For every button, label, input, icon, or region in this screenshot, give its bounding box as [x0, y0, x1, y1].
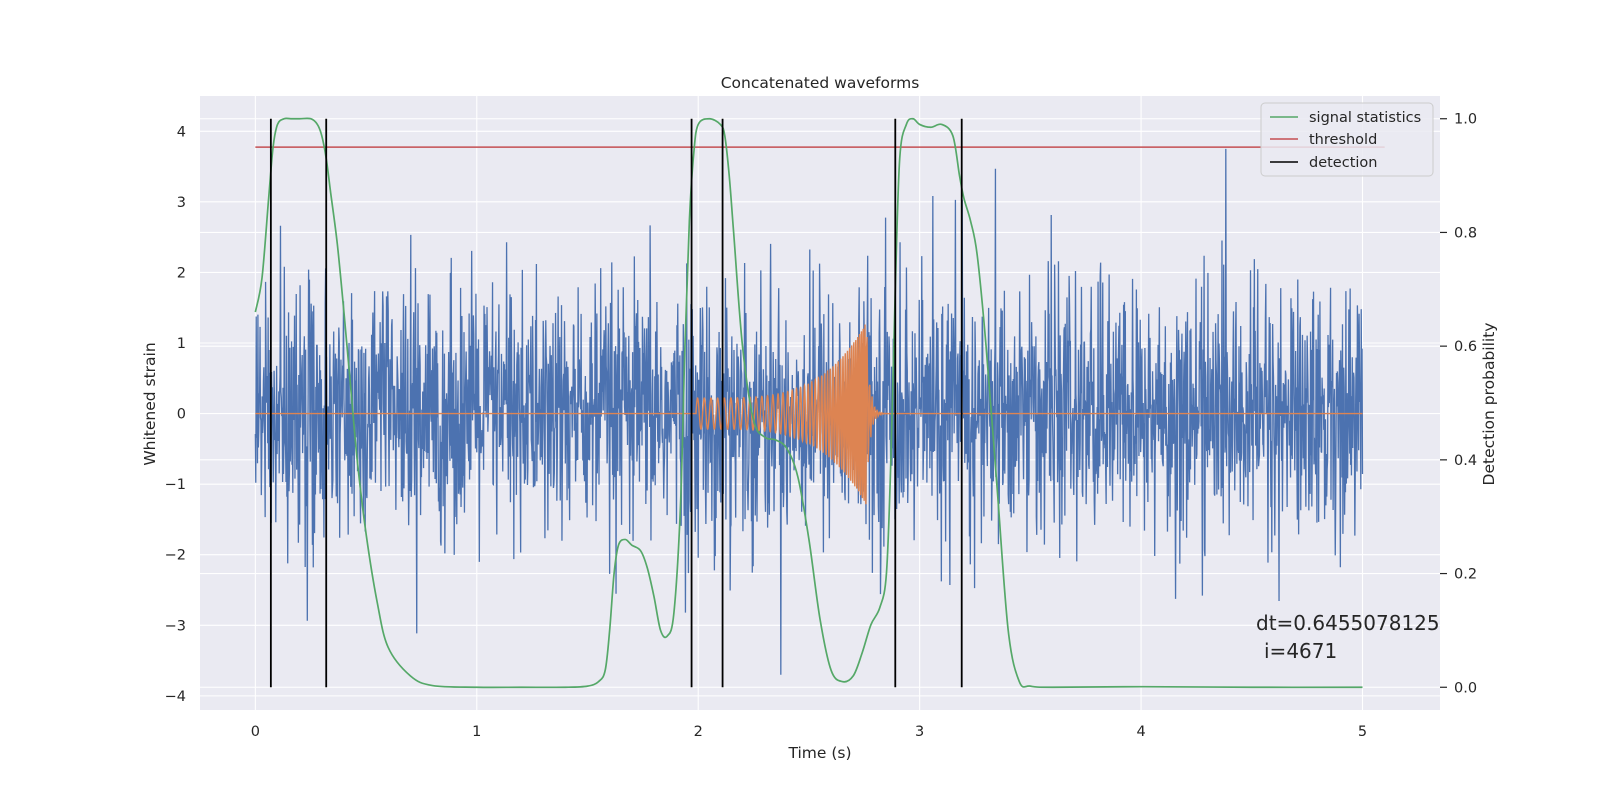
x-tick-label: 4 — [1136, 724, 1145, 740]
detection-series — [269, 118, 963, 688]
y-tick-label: 4 — [177, 124, 186, 140]
strain-noise-series — [254, 148, 1364, 675]
signal-statistics-series — [254, 117, 1363, 689]
y-tick-label: −3 — [165, 618, 186, 634]
y-tick-label: 1 — [177, 336, 186, 352]
x-tick-label: 2 — [694, 724, 703, 740]
axes: 0 1 2 3 4 5 4 3 2 1 0 −1 −2 −3 −4 1.0 0.8 0.6 0.4 0.2 0.0 — [165, 112, 1477, 740]
signal-statistics-line — [254, 117, 1363, 689]
y-tick-label: −2 — [165, 548, 186, 564]
y2-tick-label: 0.4 — [1454, 453, 1477, 469]
y-tick-label: 2 — [177, 265, 186, 281]
y-tick-label: −1 — [165, 477, 186, 493]
x-tick-label: 0 — [251, 724, 260, 740]
y2-tick-label: 0.6 — [1454, 339, 1477, 355]
y-tick-label: 3 — [177, 195, 186, 211]
x-axis-label: Time (s) — [787, 744, 851, 762]
y2-tick-label: 1.0 — [1454, 112, 1477, 128]
chart-title: Concatenated waveforms — [721, 74, 920, 92]
legend-label-detection: detection — [1309, 155, 1377, 171]
y2-axis-label: Detection probability — [1480, 323, 1498, 486]
chirp-series — [255, 324, 1363, 505]
y2-tick-label: 0.2 — [1454, 567, 1477, 583]
annotation-index: i=4671 — [1264, 639, 1337, 663]
x-tick-label: 3 — [915, 724, 924, 740]
x-tick-label: 1 — [472, 724, 481, 740]
y2-tick-label: 0.8 — [1454, 225, 1477, 241]
y2-tick-label: 0.0 — [1454, 680, 1477, 696]
y-tick-label: 0 — [177, 407, 186, 423]
legend: signal statistics threshold detection — [1260, 102, 1434, 177]
y-tick-label: −4 — [165, 689, 186, 705]
chirp-line — [255, 324, 1363, 505]
x-tick-label: 5 — [1358, 724, 1367, 740]
legend-label-threshold: threshold — [1309, 132, 1377, 148]
legend-label-signal-statistics: signal statistics — [1309, 110, 1421, 126]
legend-box — [1260, 102, 1434, 177]
strain-noise-line — [254, 148, 1364, 675]
annotation-dt: dt=0.6455078125 — [1256, 611, 1440, 635]
y-axis-label: Whitened strain — [141, 342, 159, 465]
